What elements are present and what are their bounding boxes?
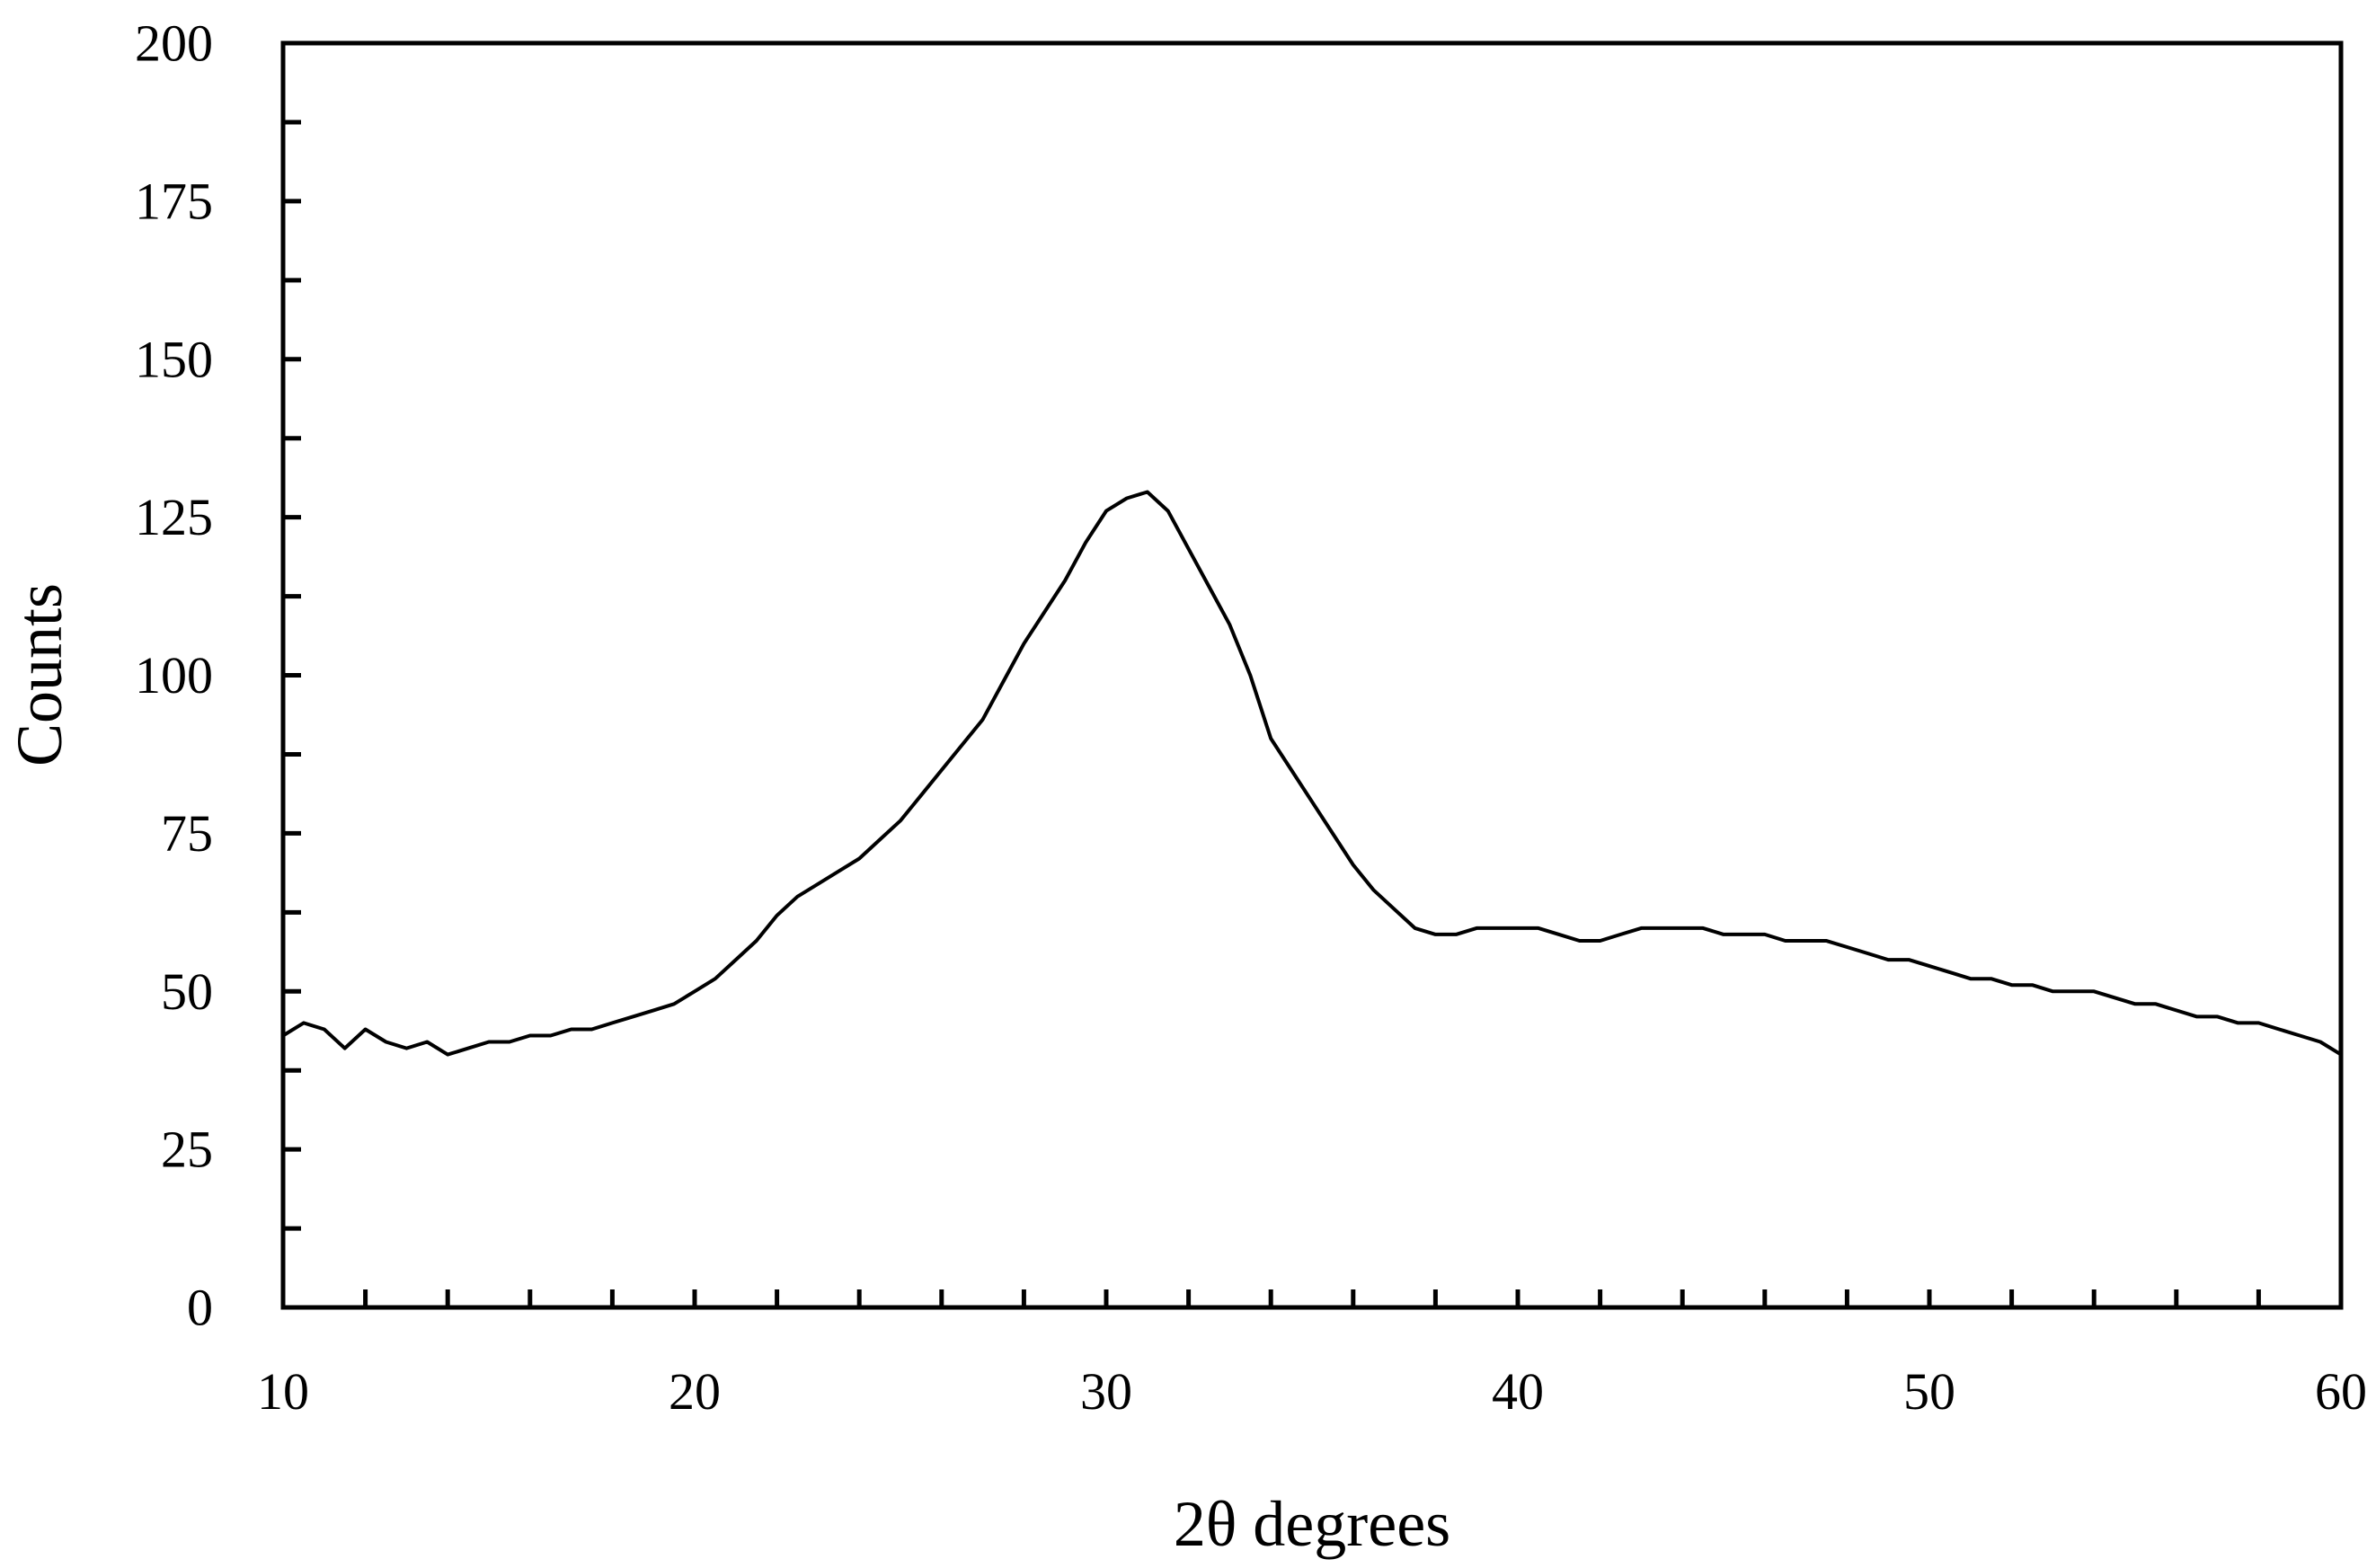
series-layer: [281, 490, 2343, 1057]
x-axis-title: 2θ degrees: [1174, 1488, 1450, 1560]
x-tick-label: 40: [1492, 1362, 1544, 1421]
x-tick-label: 30: [1080, 1362, 1132, 1421]
y-tick-label: 150: [135, 330, 213, 388]
tick-layer: [283, 120, 2261, 1307]
y-tick-label: 100: [135, 646, 213, 704]
x-tick-label: 20: [669, 1362, 721, 1421]
y-axis-title: Counts: [4, 583, 75, 766]
y-tick-label: 125: [135, 488, 213, 546]
x-tick-label: 50: [1903, 1362, 1955, 1421]
xrd-pattern-line: [281, 490, 2343, 1057]
plot-frame: [280, 40, 2344, 1310]
tick-label-layer: 10 20 30 40 50 60 0 25 50 75 100 125 150 175 200: [135, 14, 2367, 1422]
x-tick-label: 10: [257, 1362, 309, 1421]
y-tick-label: 50: [161, 962, 213, 1021]
y-tick-label: 200: [135, 14, 213, 73]
x-tick-label: 60: [2315, 1362, 2367, 1421]
y-tick-label: 75: [161, 804, 213, 863]
y-tick-label: 25: [161, 1121, 213, 1179]
y-tick-label: 175: [135, 172, 213, 230]
y-tick-label: 0: [187, 1279, 213, 1337]
